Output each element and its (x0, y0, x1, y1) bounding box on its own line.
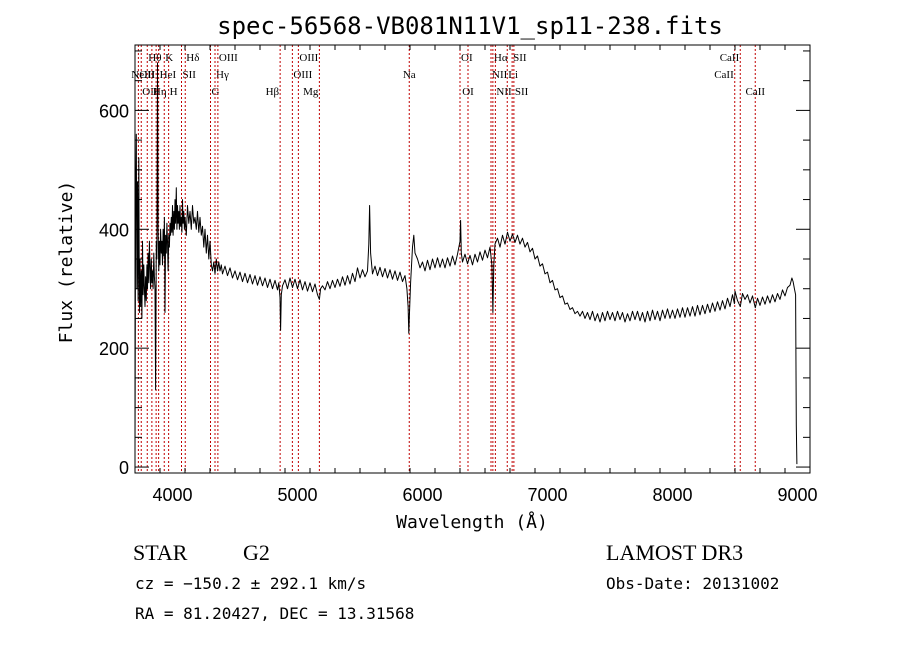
line-marker-label: SII (183, 69, 197, 81)
line-marker-label: NII (492, 69, 508, 81)
x-tick-label: 6000 (402, 485, 442, 505)
line-marker-label: Hθ (148, 52, 161, 64)
line-marker-label: Li (508, 69, 518, 81)
line-marker-label: Hβ (266, 86, 280, 98)
line-marker-label: HeI (160, 69, 177, 81)
line-marker-label: CaII (714, 69, 734, 81)
line-marker-label: NII (496, 86, 512, 98)
x-axis-label: Wavelength (Å) (396, 511, 548, 533)
axis-tick-labels: 4000 5000 6000 7000 8000 9000 0 200 400 600 (99, 101, 818, 505)
line-marker-label: SII (513, 52, 527, 64)
line-marker-label: Hδ (186, 52, 199, 64)
line-marker-label: Na (403, 69, 416, 81)
x-tick-label: 9000 (777, 485, 817, 505)
line-marker-label: CaII (720, 52, 740, 64)
line-marker-label: K (165, 52, 173, 64)
object-subclass: G2 (243, 540, 270, 565)
line-marker-label: G (212, 86, 220, 98)
y-tick-label: 600 (99, 101, 129, 121)
plot-frame (134, 44, 811, 474)
x-tick-label: 4000 (152, 485, 192, 505)
coordinates-text: RA = 81.20427, DEC = 13.31568 (135, 604, 415, 623)
x-tick-label: 5000 (277, 485, 317, 505)
line-marker-label: H (170, 86, 178, 98)
object-class: STAR (133, 540, 188, 565)
line-marker-label: OI (462, 86, 474, 98)
survey-name: LAMOST DR3 (606, 540, 744, 565)
line-marker-label: SII (515, 86, 529, 98)
y-tick-label: 400 (99, 220, 129, 240)
line-marker-label: NeIII (131, 69, 155, 81)
line-marker-label: OIII (293, 69, 312, 81)
line-marker-label: Hα (494, 52, 508, 64)
chart-title: spec-56568-VB081N11V1_sp11-238.fits (217, 12, 723, 40)
x-tick-label: 7000 (527, 485, 567, 505)
line-marker-label: OIII (219, 52, 238, 64)
line-marker-label: Hγ (216, 69, 229, 81)
y-tick-label: 0 (119, 458, 129, 478)
line-marker-label: OIII (299, 52, 318, 64)
line-marker-label: OI (461, 52, 473, 64)
redshift-text: cz = −150.2 ± 292.1 km/s (135, 574, 367, 593)
line-marker-label: OII (142, 86, 158, 98)
obs-date-text: Obs-Date: 20131002 (606, 574, 780, 593)
line-marker-label: Mg (303, 86, 319, 98)
x-tick-label: 8000 (652, 485, 692, 505)
y-tick-label: 200 (99, 339, 129, 359)
y-axis-label: Flux (relative) (56, 181, 77, 344)
line-marker-label: CaII (745, 86, 765, 98)
spectrum-line (134, 62, 798, 465)
axis-ticks (134, 45, 811, 473)
line-marker-label: Hη (153, 86, 167, 98)
